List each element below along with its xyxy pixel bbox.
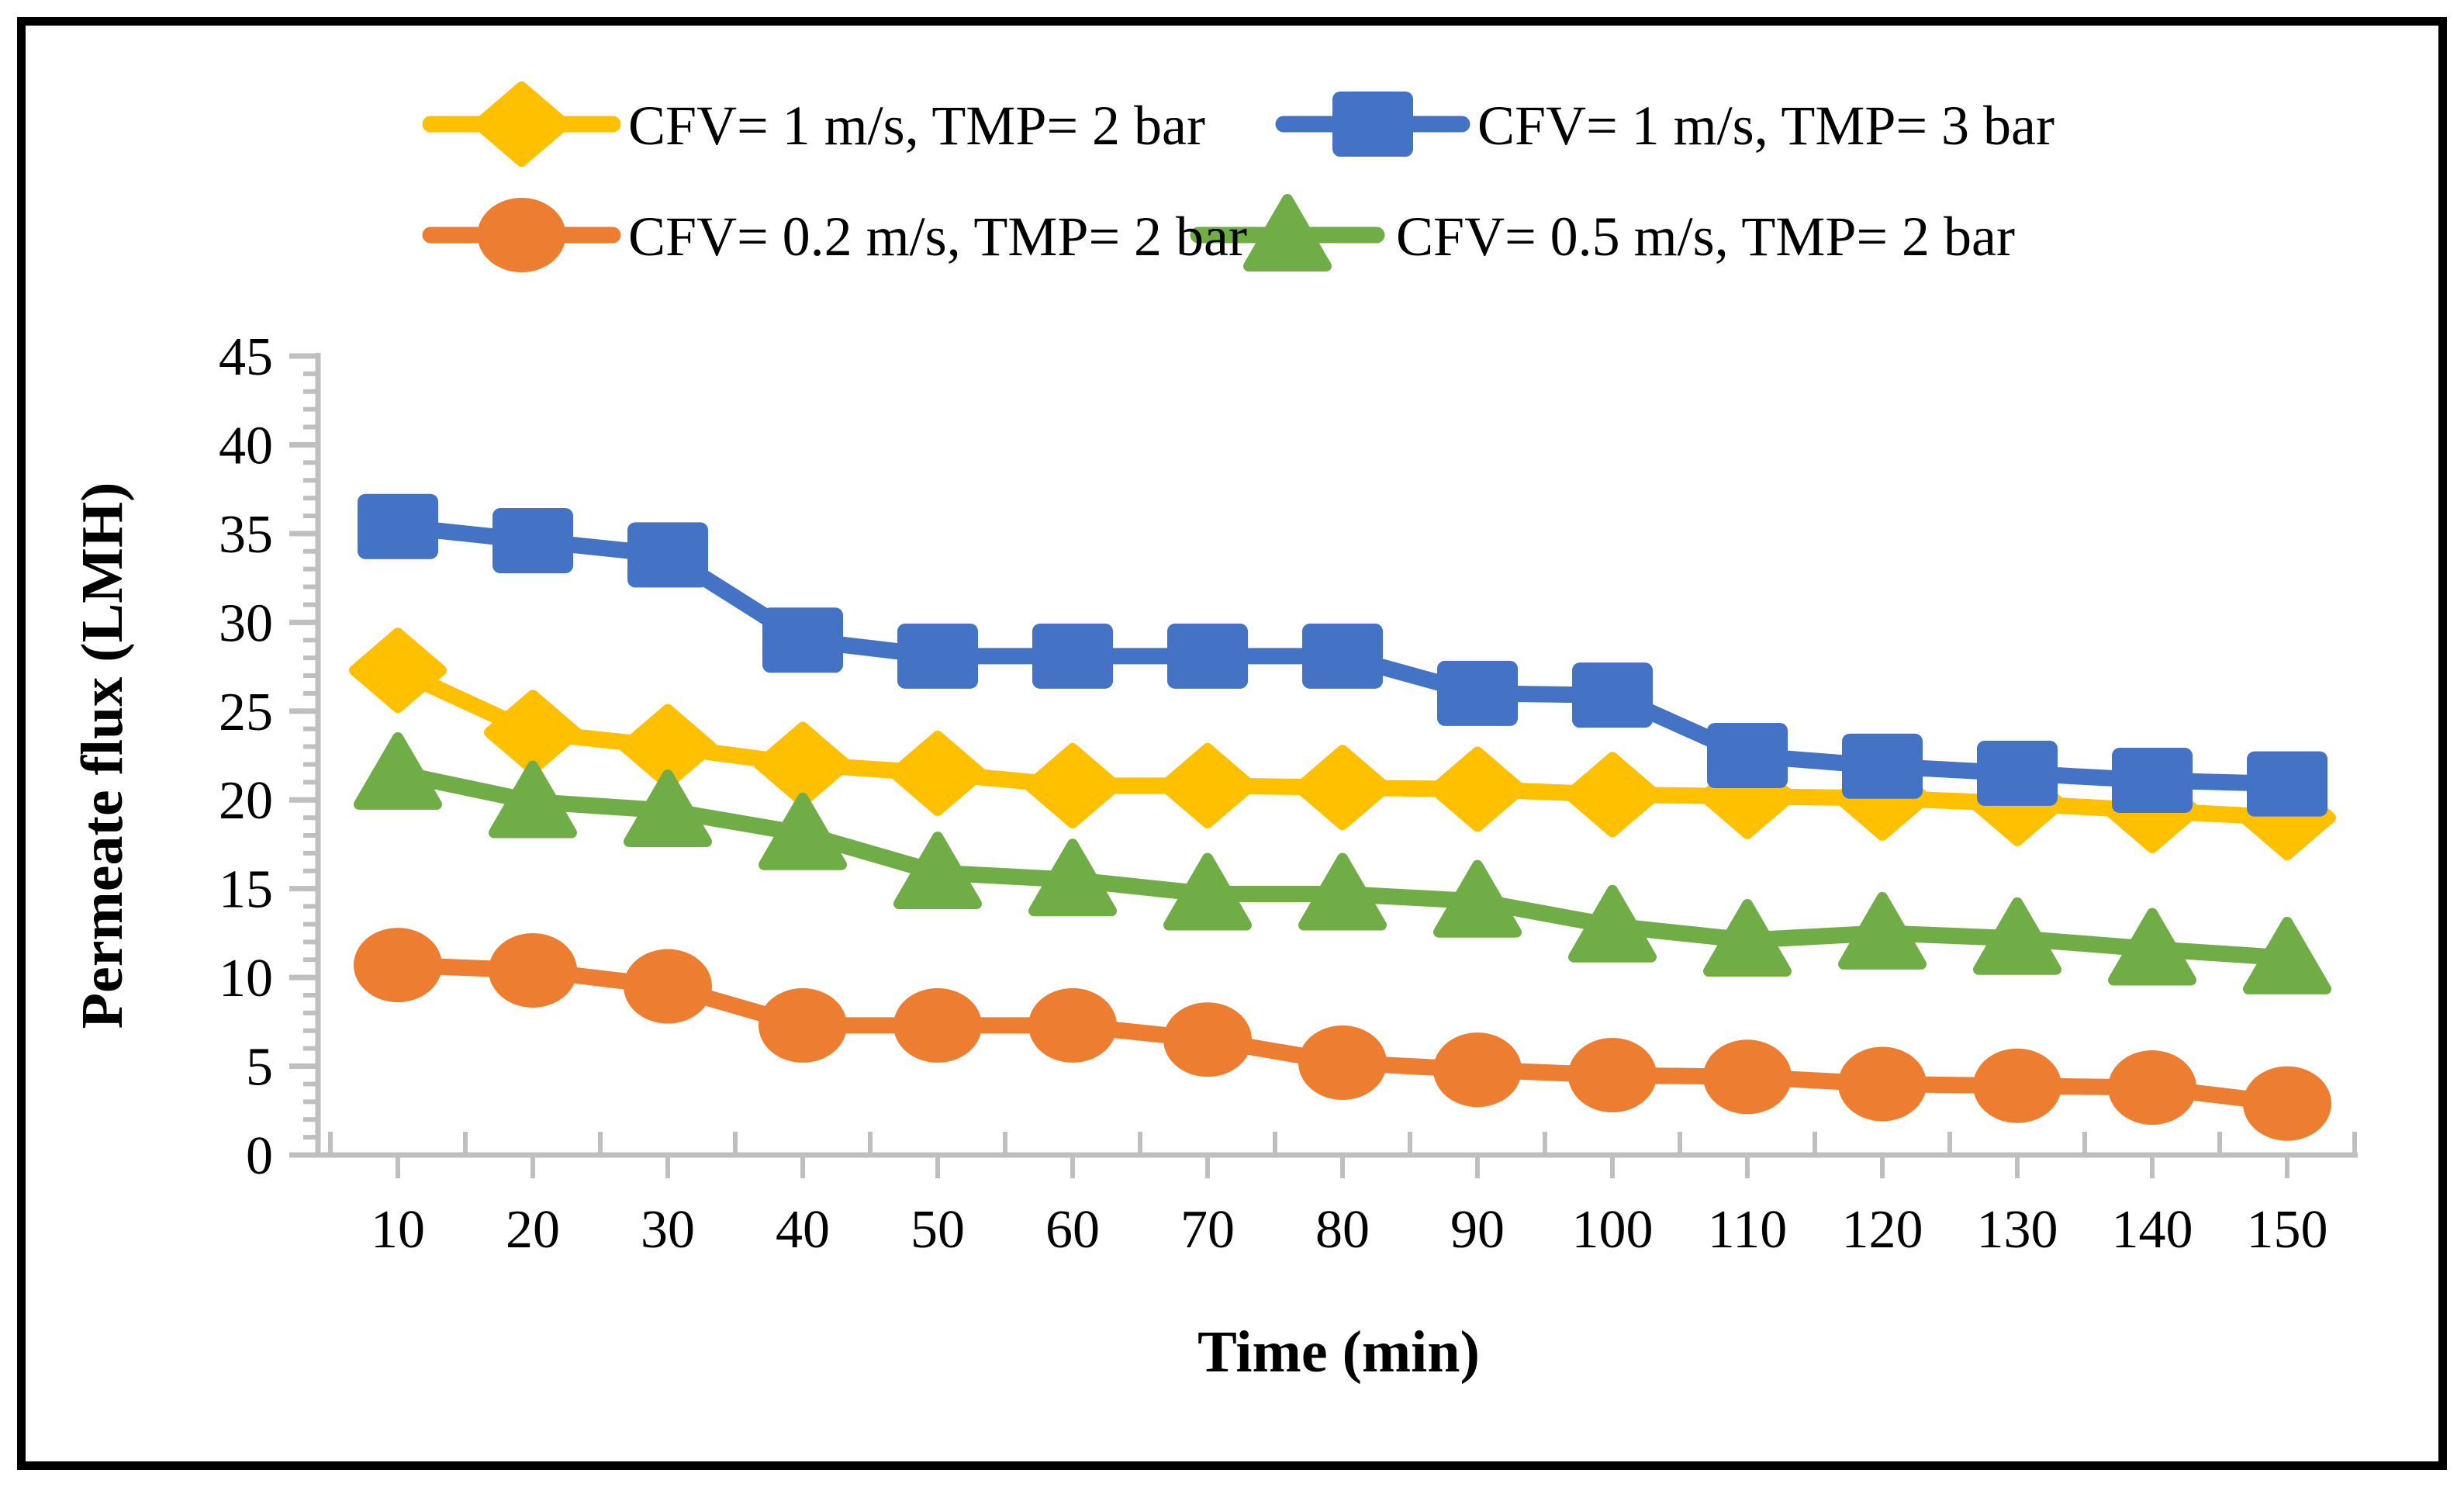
x-tick-label: 90	[1450, 1200, 1505, 1260]
legend-marker-diamond-icon	[422, 81, 621, 167]
legend-label-cfv05-tmp2: CFV= 0.5 m/s, TMP= 2 bar	[1396, 206, 2015, 268]
legend-label-cfv1-tmp2: CFV= 1 m/s, TMP= 2 bar	[628, 95, 1205, 157]
x-tick-label: 10	[371, 1200, 425, 1260]
y-tick-label: 20	[219, 771, 273, 831]
series-triangle	[354, 731, 2331, 994]
x-axis-title: Time (min)	[1197, 1319, 1480, 1385]
x-tick-label: 80	[1315, 1200, 1370, 1260]
legend-label-cfv02-tmp2: CFV= 0.2 m/s, TMP= 2 bar	[628, 206, 1247, 268]
x-tick-label: 70	[1180, 1200, 1235, 1260]
figure-border	[17, 17, 2447, 1470]
series-lines	[349, 493, 2336, 1141]
legend-marker-triangle-icon	[1190, 194, 1385, 271]
y-tick-label: 10	[219, 949, 273, 1008]
x-tick-label: 150	[2247, 1200, 2328, 1260]
legend-markers	[422, 81, 1470, 272]
y-tick-label: 0	[246, 1126, 273, 1186]
series-circle	[354, 928, 2331, 1141]
x-tick-label: 20	[506, 1200, 560, 1260]
series-diamond	[349, 628, 2336, 861]
y-tick-label: 15	[219, 860, 273, 920]
y-tick-label: 35	[219, 505, 273, 565]
legend-marker-square-icon	[1275, 92, 1470, 157]
x-tick-label: 30	[641, 1200, 695, 1260]
legend-marker-circle-icon	[422, 198, 621, 272]
x-tick-label: 130	[1977, 1200, 2058, 1260]
x-tick-label: 120	[1842, 1200, 1923, 1260]
y-tick-label: 45	[219, 327, 273, 387]
y-axis-title: Permeate flux (LMH)	[70, 482, 135, 1029]
axes: 0 5 10 15 20 25 30 35 40 45 10 20 30 40 50 60 70 80 90 100 1…	[219, 327, 2358, 1260]
x-tick-label: 40	[776, 1200, 830, 1260]
y-tick-label: 30	[219, 593, 273, 653]
x-tick-label: 140	[2112, 1200, 2193, 1260]
legend-label-cfv1-tmp3: CFV= 1 m/s, TMP= 3 bar	[1477, 95, 2054, 157]
x-tick-label: 50	[911, 1200, 965, 1260]
y-tick-label: 25	[219, 683, 273, 742]
series-square	[358, 493, 2327, 817]
y-tick-label: 40	[219, 416, 273, 475]
y-tick-label: 5	[246, 1038, 273, 1098]
x-tick-label: 110	[1708, 1200, 1787, 1260]
x-tick-label: 100	[1572, 1200, 1654, 1260]
x-tick-label: 60	[1045, 1200, 1100, 1260]
